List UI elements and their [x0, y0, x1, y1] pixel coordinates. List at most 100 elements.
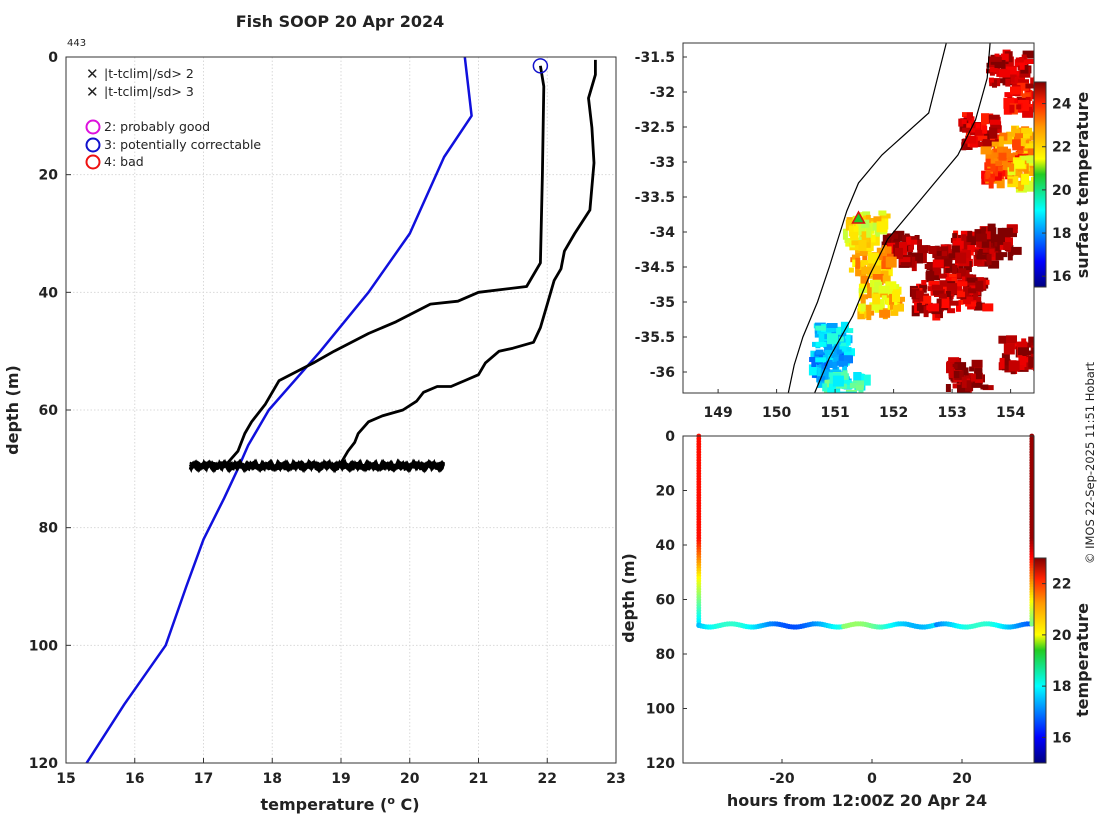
sst-pixel — [951, 245, 960, 254]
sst-pixel — [855, 385, 864, 391]
sst-pixel — [1023, 59, 1034, 64]
sst-pixel — [1002, 162, 1011, 171]
sst-pixel — [939, 251, 947, 257]
red-x-icon: ✕ — [86, 83, 99, 101]
map-x-tick-label: 154 — [996, 405, 1025, 421]
sst-pixel — [899, 257, 911, 263]
profile-x-tick-label: 15 — [56, 771, 75, 787]
sst-pixel — [1030, 77, 1034, 86]
sst-pixel — [845, 219, 854, 231]
sst-pixel — [1016, 365, 1025, 370]
sst-pixel — [999, 69, 1011, 78]
sst-pixel — [924, 264, 930, 269]
sst-pixel — [967, 123, 976, 129]
sst-pixel — [989, 67, 998, 72]
coastline — [787, 43, 947, 393]
profile-x-tick-label: 18 — [263, 771, 282, 787]
legend-qc4-label: 4: bad — [104, 154, 144, 169]
sst-pixel — [938, 273, 947, 279]
sst-pixel — [966, 112, 972, 121]
track-marker-icon — [851, 210, 866, 224]
sst-pixel — [906, 236, 912, 245]
sst-pixel — [1021, 173, 1030, 185]
sst-pixel — [955, 362, 967, 371]
sst-patch — [1003, 76, 1034, 118]
sst-pixel — [892, 291, 900, 303]
sst-pixel — [1013, 169, 1022, 178]
sst-pixel — [836, 326, 842, 335]
sst-pixel — [1035, 367, 1043, 378]
sst-pixel — [1031, 347, 1034, 359]
sst-pixel — [926, 262, 938, 270]
sst-pixel — [976, 296, 982, 302]
sst-pixel — [998, 152, 1007, 161]
sst-pixel — [839, 355, 851, 364]
sst-pixel — [948, 253, 960, 259]
sst-pixel — [973, 302, 985, 311]
sst-pixel — [855, 248, 861, 253]
sst-pixel — [858, 283, 867, 289]
sst-pixel — [958, 118, 964, 127]
sst-pixel — [915, 290, 924, 299]
profile-grid — [65, 56, 617, 764]
sst-pixel — [848, 267, 854, 273]
sst-pixel — [971, 382, 983, 388]
sst-pixel — [918, 287, 927, 293]
map-x-tick-label: 153 — [937, 405, 966, 421]
sst-pixel — [1022, 106, 1034, 118]
sst-patch — [998, 335, 1043, 378]
sst-pixel — [988, 77, 994, 83]
sst-pixel — [861, 231, 870, 243]
sst-pixel — [842, 363, 848, 375]
section-series-bottom-tow — [696, 621, 1035, 630]
sst-pixel — [923, 295, 932, 304]
sst-pixel — [845, 389, 857, 393]
sst-pixel — [885, 256, 897, 268]
sst-pixel — [928, 246, 937, 254]
sst-pixel — [860, 275, 869, 284]
sst-pixel — [990, 163, 996, 172]
section-colorbar-tick-label: 20 — [1052, 628, 1072, 644]
sst-pixel — [959, 368, 965, 380]
sst-pixel — [1021, 133, 1030, 139]
section-colorbar-tick-label: 18 — [1052, 679, 1071, 695]
map-x-tick-label: 149 — [703, 405, 732, 421]
profile-ticks: 15 16 17 18 19 20 21 22 23 0 20 40 60 80 100 120 — [29, 50, 626, 787]
sst-pixel — [848, 225, 854, 237]
sst-pixel — [940, 246, 949, 255]
sst-pixel — [961, 139, 973, 150]
sst-pixel — [873, 299, 885, 311]
sst-pixel — [955, 252, 967, 264]
sst-pixel — [986, 253, 992, 265]
sst-pixel — [961, 234, 967, 246]
sst-pixel — [855, 257, 861, 269]
sst-pixel — [1003, 242, 1012, 250]
sst-pixel — [998, 236, 1004, 245]
sst-pixel — [811, 362, 817, 367]
sst-pixel — [961, 276, 967, 282]
sst-pixel — [849, 383, 861, 388]
sst-pixel — [869, 223, 875, 232]
sst-pixel — [958, 268, 967, 280]
sst-pixel — [827, 333, 838, 345]
sst-pixel — [973, 258, 982, 264]
legend-qc2-label: 2: probably good — [104, 119, 210, 134]
sst-pixel — [815, 341, 827, 347]
sst-pixel — [945, 291, 951, 299]
sst-pixel — [992, 79, 997, 88]
sst-pixel — [918, 305, 929, 314]
sst-pixel — [882, 275, 891, 284]
sst-pixel — [1028, 356, 1034, 368]
sst-pixel — [1031, 91, 1034, 100]
section-colorbar-ticks: 16 18 20 22 — [1042, 577, 1072, 746]
sst-pixel — [845, 334, 851, 346]
sst-pixel — [1006, 131, 1018, 137]
sst-pixel — [837, 395, 842, 400]
section-series-ascent — [1029, 433, 1035, 627]
sst-pixel — [1004, 92, 1013, 98]
sst-pixel — [859, 374, 871, 386]
sst-pixel — [990, 56, 1002, 62]
sst-pixel — [872, 222, 878, 231]
sst-pixel — [981, 113, 989, 125]
sst-pixel — [840, 321, 849, 333]
